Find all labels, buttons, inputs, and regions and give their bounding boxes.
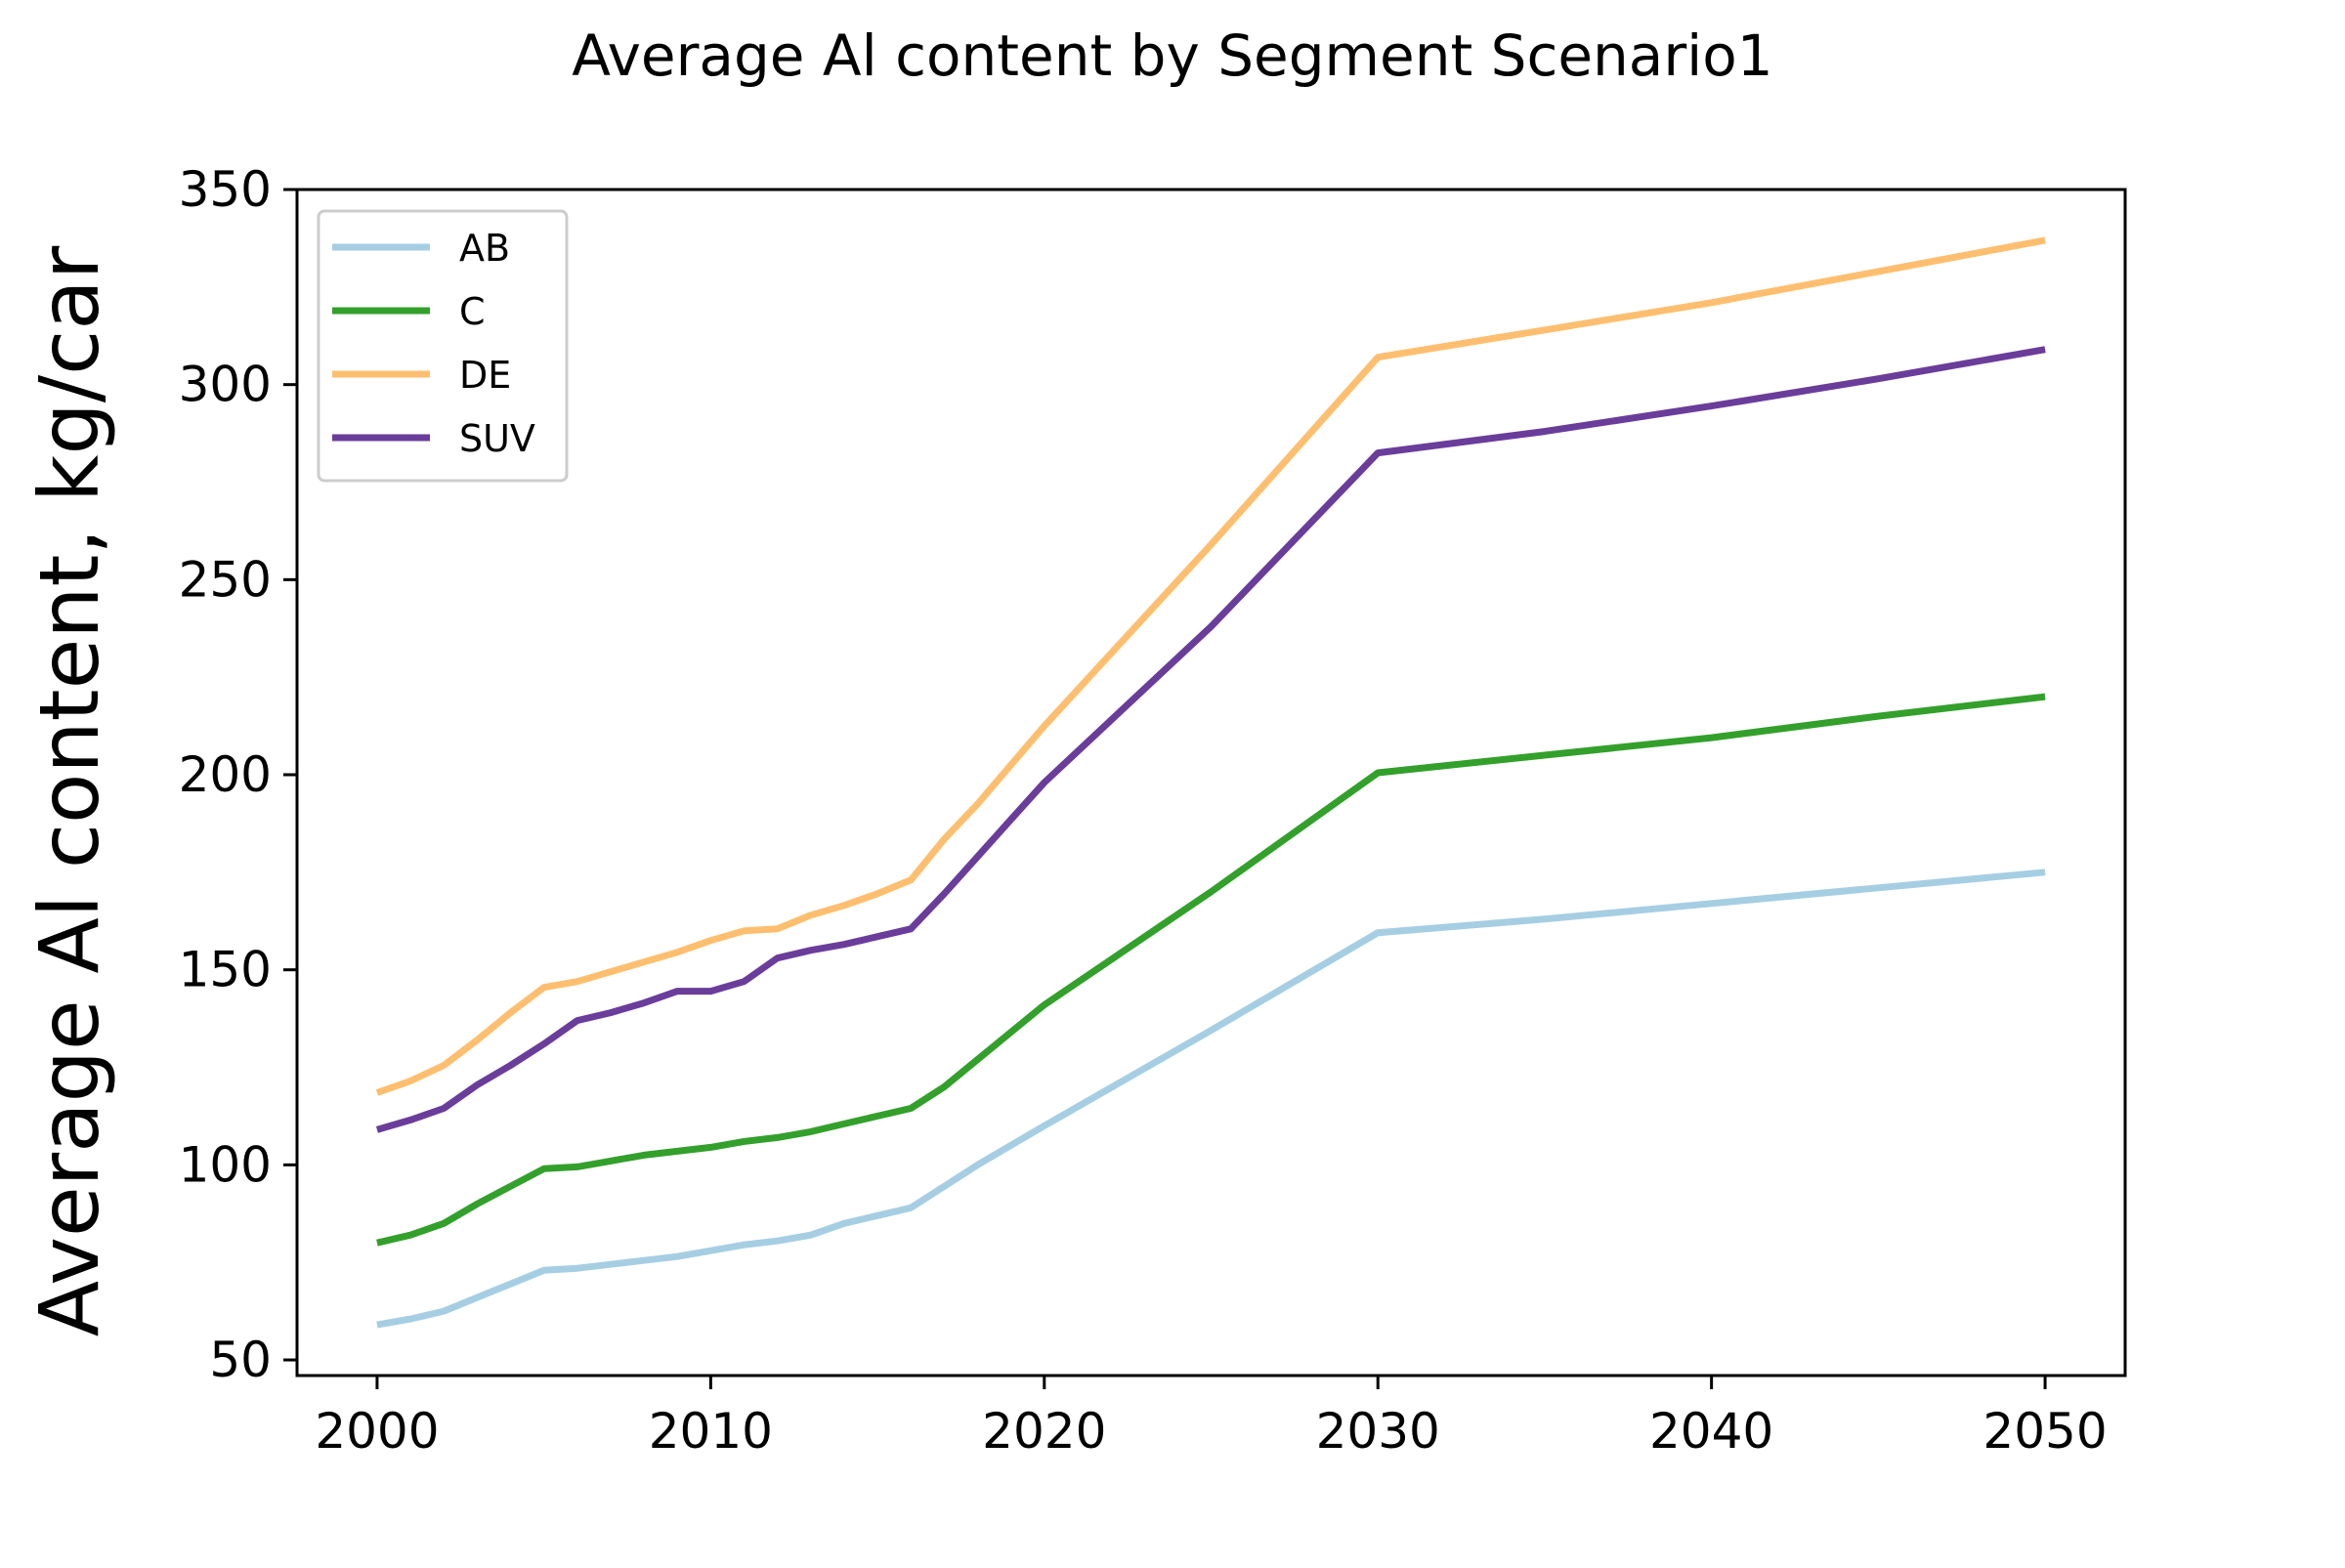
- chart-title: Average Al content by Segment Scenario1: [572, 22, 1772, 89]
- y-tick-label: 50: [209, 1332, 272, 1388]
- series-line-ab: [376, 869, 2046, 1329]
- y-tick-label: 200: [179, 746, 272, 803]
- y-tick-label: 250: [179, 551, 272, 608]
- legend-label-suv: SUV: [459, 417, 535, 460]
- series-line-c: [376, 693, 2046, 1247]
- legend-frame: [317, 209, 569, 483]
- legend-label-de: DE: [459, 354, 511, 397]
- y-axis-label: Average Al content, kg/car: [21, 245, 117, 1336]
- x-tick-label: 2040: [1649, 1403, 1773, 1460]
- series-line-suv: [375, 346, 2046, 1133]
- x-tick-label: 2010: [649, 1403, 773, 1460]
- legend-label-c: C: [459, 290, 486, 333]
- legend-label-ab: AB: [459, 227, 510, 270]
- y-tick-label: 100: [179, 1136, 272, 1193]
- axes-frame: [295, 188, 2127, 1377]
- y-tick-label: 150: [179, 942, 272, 998]
- legend: AB C DE SUV: [317, 209, 569, 483]
- x-tick-label: 2050: [1983, 1403, 2107, 1460]
- y-tick-label: 350: [179, 161, 272, 218]
- y-tick-label: 300: [179, 357, 272, 413]
- x-tick-label: 2020: [982, 1403, 1106, 1460]
- x-tick-label: 2000: [315, 1403, 439, 1460]
- plot-area: 2000 2010 2020 2030 2040 2050 50 100 150 200 250 30…: [179, 161, 2127, 1460]
- series-line-de: [375, 236, 2046, 1096]
- x-tick-label: 2030: [1316, 1403, 1440, 1460]
